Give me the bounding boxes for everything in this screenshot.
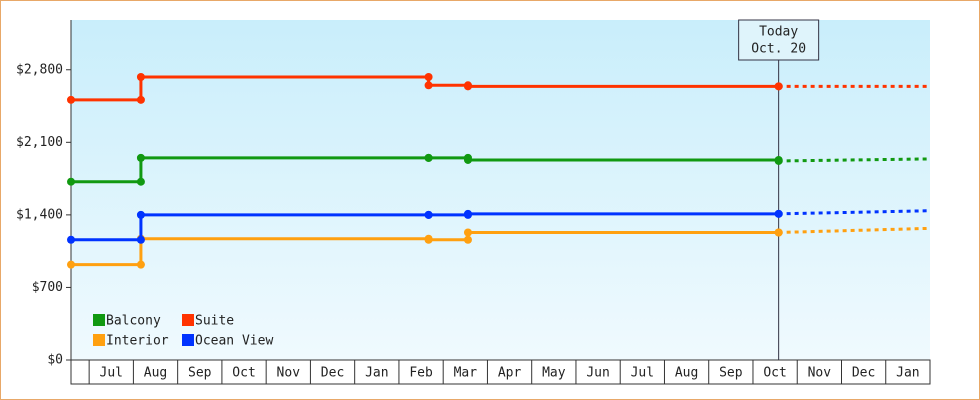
- point-marker: [136, 153, 145, 162]
- plot-area: [71, 20, 930, 360]
- x-tick-label: May: [542, 366, 566, 381]
- legend-label: Ocean View: [195, 334, 273, 349]
- x-tick-label: Mar: [454, 366, 478, 381]
- x-tick-label: Sep: [188, 366, 212, 381]
- point-marker: [424, 153, 433, 162]
- x-tick-label: Apr: [498, 366, 522, 381]
- point-marker: [136, 235, 145, 244]
- point-marker: [463, 228, 472, 237]
- x-tick-label: Nov: [808, 366, 832, 381]
- x-tick-label: Jul: [100, 366, 123, 381]
- legend-swatch: [93, 334, 105, 346]
- x-tick-label: Feb: [409, 366, 433, 381]
- today-label: Today: [759, 25, 798, 40]
- legend-label: Balcony: [106, 314, 161, 329]
- legend-swatch: [182, 334, 194, 346]
- point-marker: [774, 82, 783, 91]
- legend-swatch: [182, 314, 194, 326]
- point-marker: [424, 73, 433, 82]
- x-tick-label: Jun: [586, 366, 609, 381]
- point-marker: [136, 177, 145, 186]
- today-box: [738, 19, 820, 61]
- x-tick-label: Nov: [277, 366, 301, 381]
- y-tick-label: $2,100: [16, 135, 63, 150]
- x-tick-label: Jul: [631, 366, 654, 381]
- x-tick-label: Dec: [321, 366, 344, 381]
- point-marker: [67, 177, 75, 186]
- point-marker: [774, 156, 783, 165]
- point-marker: [463, 82, 472, 91]
- legend-label: Interior: [106, 334, 169, 349]
- point-marker: [424, 235, 433, 244]
- y-tick-label: $700: [32, 280, 63, 295]
- x-tick-label: Aug: [144, 366, 167, 381]
- point-marker: [463, 235, 472, 244]
- x-tick-label: Jan: [365, 366, 388, 381]
- point-marker: [67, 235, 75, 244]
- point-marker: [136, 73, 145, 82]
- forecast-line: [778, 209, 931, 216]
- point-marker: [774, 228, 783, 237]
- point-marker: [424, 81, 433, 90]
- legend-label: Suite: [195, 314, 234, 329]
- x-tick-label: Jan: [896, 366, 919, 381]
- x-tick-label: Aug: [675, 366, 698, 381]
- point-marker: [463, 209, 472, 218]
- point-marker: [67, 95, 75, 104]
- point-marker: [136, 210, 145, 219]
- legend-swatch: [93, 314, 105, 326]
- point-marker: [463, 155, 472, 164]
- point-marker: [136, 260, 145, 269]
- y-tick-label: $1,400: [16, 207, 63, 222]
- x-tick-label: Dec: [852, 366, 875, 381]
- y-tick-label: $0: [47, 353, 63, 368]
- point-marker: [136, 95, 145, 104]
- x-tick-label: Oct: [232, 366, 255, 381]
- point-marker: [774, 209, 783, 218]
- forecast-line: [778, 226, 931, 234]
- point-marker: [67, 260, 75, 269]
- point-marker: [424, 210, 433, 219]
- y-tick-label: $2,800: [16, 62, 63, 77]
- forecast-line: [778, 157, 931, 163]
- today-label: Oct. 20: [751, 42, 806, 57]
- x-tick-label: Sep: [719, 366, 743, 381]
- x-tick-label: Oct: [763, 366, 786, 381]
